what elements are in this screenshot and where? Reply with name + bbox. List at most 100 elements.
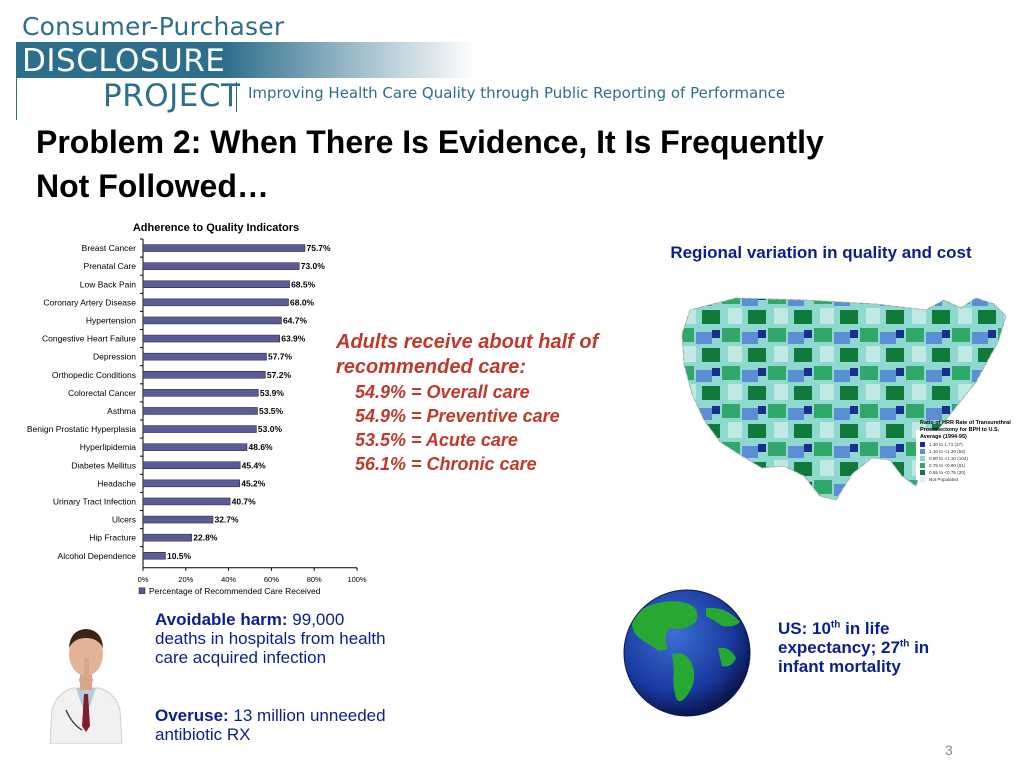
chart-title: Adherence to Quality Indicators	[133, 222, 299, 234]
chart-category-label: Coronary Artery Disease	[43, 297, 136, 307]
chart-category-label: Benign Prostatic Hyperplasia	[27, 424, 136, 434]
us-stats-text: US: 10th in life expectancy; 27th in inf…	[778, 619, 968, 676]
chart-category-label: Alcohol Dependence	[58, 551, 137, 561]
chart-bar	[142, 244, 306, 252]
chart-data-label: 53.5%	[259, 406, 284, 416]
map-legend-swatch	[920, 442, 925, 447]
map-legend-label: 0.75 to <0.90 (91)	[929, 463, 966, 468]
avoidable-harm-label: Avoidable harm:	[155, 610, 288, 629]
chart-legend-label: Percentage of Recommended Care Received	[149, 586, 321, 596]
us-map-image	[681, 297, 1007, 501]
map-legend-label: 0.55 to <0.75 (20)	[929, 470, 966, 475]
chart-data-label: 40.7%	[232, 496, 257, 506]
logo-band	[16, 42, 476, 78]
chart-data-label: 57.7%	[268, 352, 293, 362]
chart-x-tick-label: 60%	[264, 575, 279, 584]
chart-data-label: 45.2%	[241, 478, 266, 488]
chart-category-label: Headache	[97, 478, 136, 488]
logo-rule	[16, 78, 17, 120]
chart-bar	[142, 497, 231, 506]
overuse-detail: 13 million unneeded antibiotic RX	[155, 706, 386, 744]
chart-data-label: 68.5%	[291, 279, 316, 289]
chart-category-label: Hypertension	[86, 315, 136, 325]
chart-data-label: 53.9%	[260, 388, 285, 398]
chart-bar	[142, 298, 289, 307]
chart-data-label: 64.7%	[283, 315, 308, 325]
map-legend-item: 1.30 to 1.71 (27)	[920, 441, 1020, 448]
doctor-image	[42, 614, 130, 744]
chart-data-label: 63.9%	[281, 334, 306, 344]
callout-heading: Adults receive about half of recommended…	[336, 331, 599, 378]
chart-bar	[142, 389, 259, 397]
chart-category-label: Congestive Heart Failure	[42, 334, 136, 344]
chart-category-label: Urinary Tract Infection	[53, 496, 136, 506]
chart-bar	[142, 443, 248, 451]
callout-item: 54.9% = Overall care	[355, 382, 530, 402]
us-stats-part2: in life expectancy; 27	[778, 619, 900, 657]
chart-bar	[142, 552, 166, 560]
map-legend-item: 0.75 to <0.90 (91)	[920, 462, 1020, 469]
chart-data-label: 48.6%	[249, 442, 274, 452]
chart-category-label: Hyperlipidemia	[80, 442, 136, 452]
callout-item: 53.5% = Acute care	[355, 430, 518, 450]
map-legend-label: 1.10 to <1.30 (64)	[929, 449, 966, 454]
map-legend-item: 0.90 to <1.10 (104)	[920, 455, 1020, 462]
tagline: Improving Health Care Quality through Pu…	[248, 84, 786, 102]
chart-data-label: 73.0%	[301, 261, 326, 271]
slide-title: Problem 2: When There Is Evidence, It Is…	[36, 124, 824, 204]
chart-category-label: Orthopedic Conditions	[52, 370, 136, 380]
chart-category-label: Depression	[93, 352, 136, 362]
map-legend-label: 0.90 to <1.10 (104)	[929, 456, 968, 461]
overuse-label: Overuse:	[155, 706, 229, 725]
chart-bar	[142, 515, 214, 524]
logo-separator	[236, 82, 237, 112]
chart-bar	[142, 280, 290, 288]
map-legend-label: Not Populated	[929, 477, 959, 482]
us-stats-sup2: th	[899, 638, 910, 650]
map-legend-item: 0.55 to <0.75 (20)	[920, 469, 1020, 476]
logo-text-line3: PROJECT	[103, 78, 241, 114]
chart-bar	[142, 533, 193, 542]
chart-x-tick-label: 20%	[178, 575, 193, 584]
callout-item: 54.9% = Preventive care	[355, 406, 560, 426]
chart-data-label: 32.7%	[214, 515, 239, 525]
chart-x-tick-label: 100%	[347, 575, 367, 584]
adherence-bar-chart: Adherence to Quality Indicators Breast Ca…	[27, 222, 367, 596]
chart-data-label: 10.5%	[167, 551, 192, 561]
map-legend-label: 1.30 to 1.71 (27)	[929, 442, 963, 447]
chart-data-label: 53.0%	[258, 424, 283, 434]
chart-category-label: Breast Cancer	[82, 243, 136, 253]
map-legend-swatch	[920, 470, 925, 475]
chart-data-label: 22.8%	[193, 533, 218, 543]
chart-category-label: Ulcers	[112, 515, 136, 525]
chart-bar	[142, 425, 257, 433]
chart-bar	[142, 316, 282, 325]
chart-x-tick-label: 80%	[307, 575, 322, 584]
chart-x-tick-label: 0%	[138, 575, 149, 584]
chart-bar	[142, 352, 267, 361]
avoidable-harm-text: Avoidable harm: 99,000 deaths in hospita…	[155, 610, 395, 667]
chart-bar	[142, 334, 280, 343]
map-title: Regional variation in quality and cost	[670, 243, 972, 262]
logo-text-line2: DISCLOSURE	[22, 43, 226, 79]
chart-data-label: 57.2%	[267, 370, 292, 380]
map-legend-swatch	[920, 456, 925, 461]
overuse-text: Overuse: 13 million unneeded antibiotic …	[155, 706, 395, 744]
avoidable-harm-detail: 99,000 deaths in hospitals from health c…	[155, 610, 386, 667]
chart-data-label: 68.0%	[290, 297, 315, 307]
map-legend-title: Ratio of HRR Rate of Transurethral Prost…	[920, 420, 1011, 440]
chart-bar	[142, 407, 258, 415]
callout-item: 56.1% = Chronic care	[355, 454, 537, 474]
chart-category-label: Prenatal Care	[84, 261, 137, 271]
map-legend-item: 1.10 to <1.30 (64)	[920, 448, 1020, 455]
chart-x-tick-label: 40%	[221, 575, 236, 584]
map-legend-item: Not Populated	[920, 476, 1020, 483]
map-legend-swatch	[920, 449, 925, 454]
logo-text-line1: Consumer-Purchaser	[22, 12, 285, 41]
chart-bar	[142, 371, 266, 379]
chart-category-label: Colorectal Cancer	[68, 388, 136, 398]
chart-data-label: 45.4%	[242, 460, 267, 470]
chart-bar	[142, 262, 300, 270]
chart-category-label: Diabetes Mellitus	[71, 460, 136, 470]
us-stats-part3: in infant mortality	[778, 638, 930, 676]
